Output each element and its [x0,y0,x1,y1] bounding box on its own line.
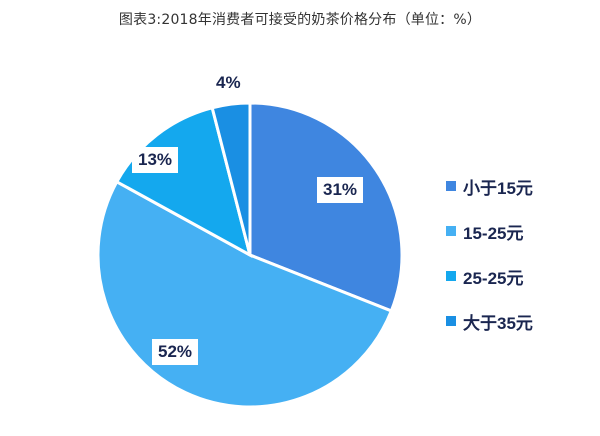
value-label: 4% [216,73,241,92]
legend-item: 小于15元 [446,175,533,198]
value-label: 52% [152,339,199,365]
legend-swatch-icon [446,226,456,236]
legend-label: 小于15元 [463,178,533,198]
pie-slice [248,101,404,313]
legend-swatch-icon [446,271,456,281]
legend-label: 25-25元 [463,268,524,288]
legend-label: 15-25元 [463,223,524,243]
legend: 小于15元 15-25元 25-25元 大于35元 [446,175,533,355]
legend-swatch-icon [446,316,456,326]
legend-item: 25-25元 [446,265,533,288]
pie-slice [114,105,253,258]
legend-swatch-icon [446,181,456,191]
legend-label: 大于35元 [463,313,533,333]
value-label: 13% [132,147,179,173]
chart-title: 图表3:2018年消费者可接受的奶茶价格分布（单位：%） [118,12,482,28]
value-label: 31% [317,177,364,203]
pie-slice [210,101,252,256]
legend-item: 15-25元 [446,220,533,243]
legend-item: 大于35元 [446,310,533,333]
